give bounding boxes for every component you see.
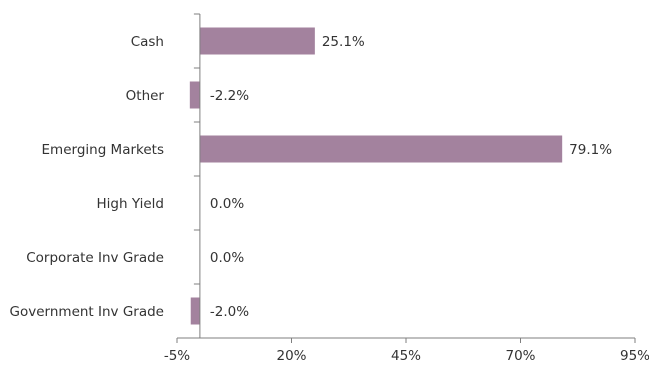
x-tick-label: 45% — [391, 348, 421, 364]
data-label-government-inv-grade: -2.0% — [210, 304, 249, 320]
category-label-corporate-inv-grade: Corporate Inv Grade — [26, 250, 164, 266]
x-tick-label: 95% — [620, 348, 649, 364]
data-label-high-yield: 0.0% — [210, 196, 244, 212]
x-tick-label: 70% — [505, 348, 535, 364]
category-label-cash: Cash — [131, 34, 164, 50]
bar-cash — [199, 27, 315, 55]
category-label-other: Other — [126, 88, 165, 104]
bar-other — [189, 81, 200, 109]
data-label-cash: 25.1% — [322, 34, 365, 50]
axis-layer — [176, 13, 636, 343]
category-label-emerging-markets: Emerging Markets — [42, 142, 164, 158]
category-label-government-inv-grade: Government Inv Grade — [10, 304, 164, 320]
bar-government-inv-grade — [190, 297, 200, 325]
data-label-emerging-markets: 79.1% — [569, 142, 612, 158]
x-tick-label: -5% — [164, 348, 190, 364]
bars-layer — [189, 27, 563, 325]
data-label-other: -2.2% — [210, 88, 249, 104]
data-label-corporate-inv-grade: 0.0% — [210, 250, 244, 266]
bar-emerging-markets — [199, 135, 563, 163]
category-label-high-yield: High Yield — [97, 196, 164, 212]
labels-layer: Cash 25.1% Other -2.2% Emerging Markets 79.1%… — [10, 34, 649, 364]
x-tick-label: 20% — [276, 348, 306, 364]
